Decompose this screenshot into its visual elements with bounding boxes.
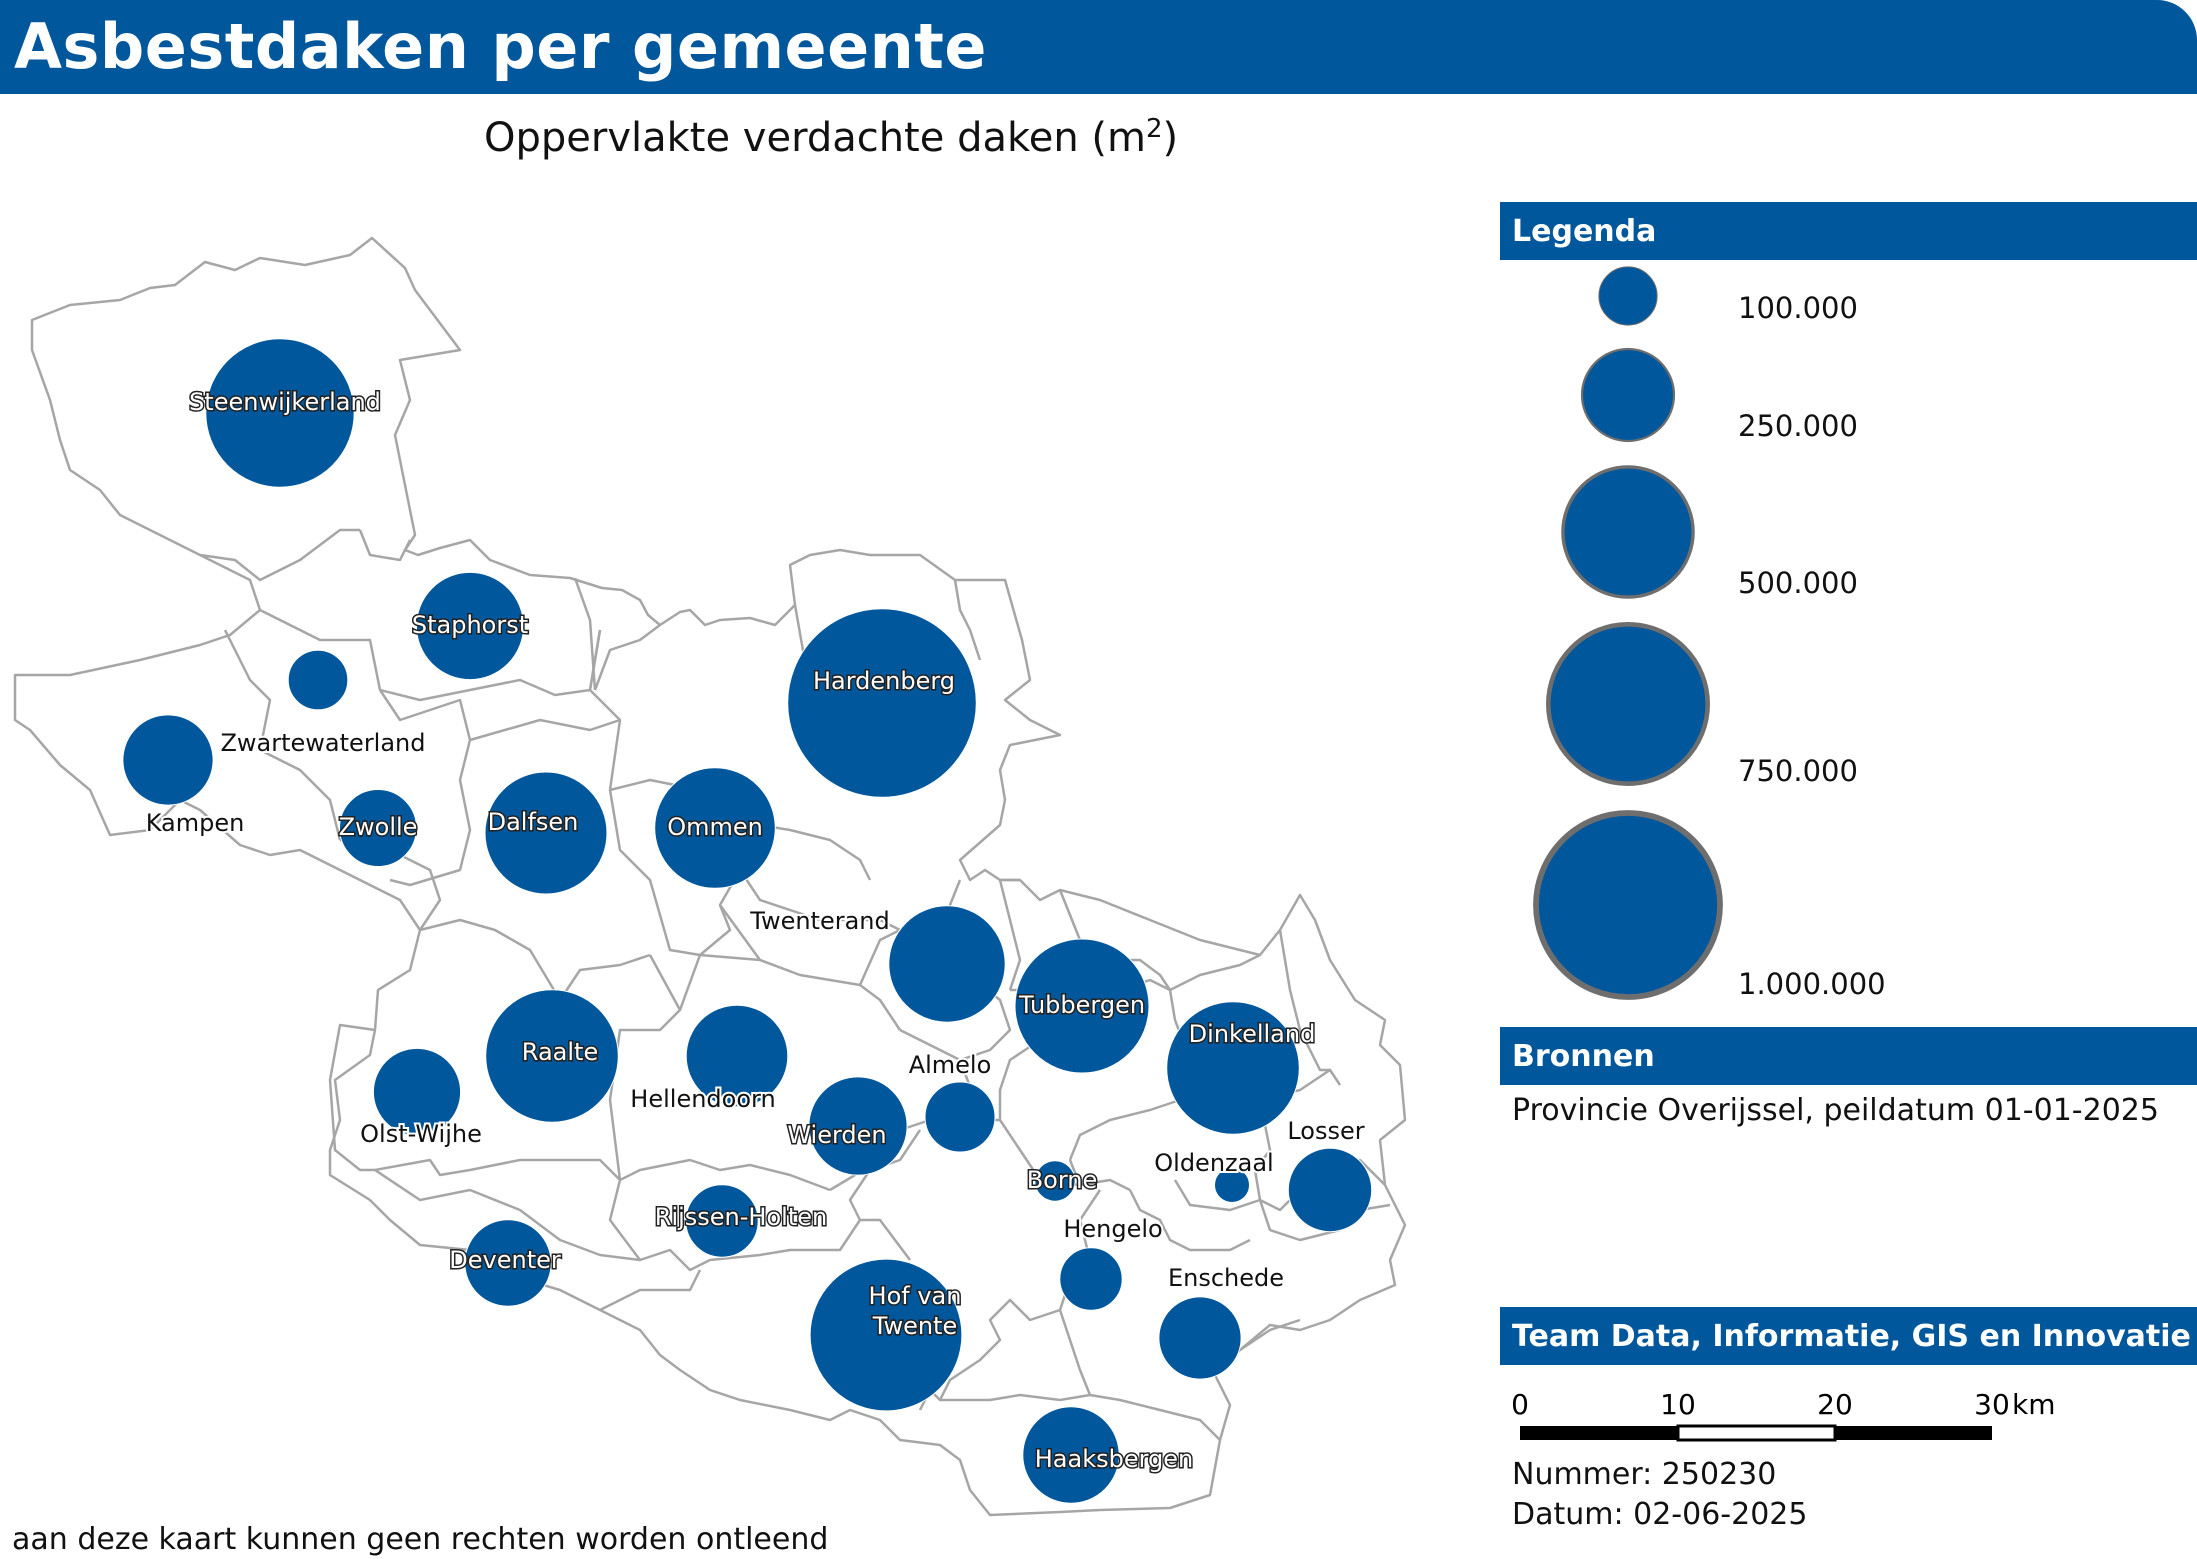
legend-header: Legenda (1500, 202, 2197, 260)
bubble-olst-wijhe (372, 1047, 462, 1137)
label-deventer: Deventer (449, 1246, 561, 1274)
legend-label-3: 750.000 (1738, 754, 1858, 788)
map-date: Datum: 02-06-2025 (1512, 1497, 1808, 1532)
label-staphorst: Staphorst (412, 611, 528, 639)
label-ommen: Ommen (667, 813, 763, 841)
scale-tick-10: 10 (1660, 1388, 1696, 1421)
scale-seg-1 (1520, 1426, 1678, 1440)
label-raalte: Raalte (522, 1038, 598, 1066)
sources-header: Bronnen (1500, 1027, 2197, 1085)
legend-circle-4 (1533, 810, 1723, 1000)
bubble-tubbergen (1014, 938, 1150, 1074)
bubble-raalte (485, 989, 619, 1123)
bubble-dinkelland (1166, 1001, 1300, 1135)
label-wierden: Wierden (787, 1121, 886, 1149)
label-kampen: Kampen (146, 809, 245, 837)
label-dalfsen: Dalfsen (488, 808, 579, 836)
label-enschede: Enschede (1168, 1264, 1284, 1292)
bubble-hof-van-twente (809, 1258, 963, 1412)
bubble-hellendoorn (685, 1004, 789, 1108)
sources-text: Provincie Overijssel, peildatum 01-01-20… (1512, 1093, 2159, 1128)
legend-circle-2 (1561, 465, 1695, 599)
bubble-steenwijkerland (205, 338, 355, 488)
label-hof-van-twente: Hof van Twente (869, 1282, 962, 1340)
bubble-losser (1287, 1147, 1373, 1233)
legend-label-2: 500.000 (1738, 566, 1858, 600)
subtitle-text: Oppervlakte verdachte daken (m (484, 115, 1146, 161)
sources-header-label: Bronnen (1512, 1039, 1655, 1074)
scale-bar: 0 10 20 30 km (1511, 1388, 2056, 1442)
legend-circle-0 (1598, 266, 1658, 326)
label-haaksbergen: Haaksbergen (1035, 1445, 1194, 1473)
scale-unit: km (2012, 1388, 2056, 1421)
team-header-label: Team Data, Informatie, GIS en Innovatie (1512, 1319, 2191, 1354)
bubble-zwartewaterland (287, 649, 349, 711)
label-steenwijkerland: Steenwijkerland (189, 388, 381, 416)
bubble-haaksbergen (1022, 1406, 1120, 1504)
label-zwolle: Zwolle (339, 813, 418, 841)
scale-tick-20: 20 (1817, 1388, 1853, 1421)
legend: 100.000 250.000 500.000 750.000 1.000.000 (1533, 266, 1886, 1001)
disclaimer: aan deze kaart kunnen geen rechten worde… (12, 1522, 829, 1557)
team-header: Team Data, Informatie, GIS en Innovatie (1500, 1307, 2197, 1365)
bubble-staphorst (415, 571, 525, 681)
legend-header-label: Legenda (1512, 214, 1657, 249)
bubble-enschede (1158, 1296, 1242, 1380)
bubbles (122, 338, 1373, 1504)
label-oldenzaal: Oldenzaal (1154, 1149, 1273, 1177)
bubble-twenterand (888, 905, 1006, 1023)
scale-tick-30: 30 (1974, 1388, 2010, 1421)
label-borne: Borne (1027, 1166, 1098, 1194)
legend-label-1: 250.000 (1738, 409, 1858, 443)
label-dinkelland: Dinkelland (1189, 1020, 1316, 1048)
title-bar: Asbestdaken per gemeente (0, 0, 2197, 94)
scale-seg-2 (1676, 1424, 1837, 1442)
legend-label-4: 1.000.000 (1738, 967, 1886, 1001)
bubble-almelo (924, 1081, 996, 1153)
province-map: Steenwijkerland Staphorst Zwartewaterland K… (13, 236, 1407, 1517)
label-losser: Losser (1287, 1117, 1364, 1145)
label-tubbergen: Tubbergen (1018, 991, 1145, 1019)
bubble-hengelo (1059, 1247, 1123, 1311)
map-subtitle: Oppervlakte verdachte daken (m2) (484, 114, 1178, 161)
bubble-rijssen-holten (685, 1184, 759, 1258)
bubble-zwolle (339, 789, 417, 867)
label-hellendoorn: Hellendoorn (630, 1085, 775, 1113)
label-hardenberg: Hardenberg (813, 667, 955, 695)
bubble-wierden (808, 1076, 908, 1176)
labels: Steenwijkerland Staphorst Zwartewaterland K… (144, 387, 1367, 1475)
legend-circle-3 (1546, 621, 1710, 786)
subtitle-sup: 2 (1145, 114, 1163, 144)
subtitle-close: ) (1162, 115, 1179, 161)
label-hengelo: Hengelo (1063, 1215, 1162, 1243)
page-title: Asbestdaken per gemeente (14, 10, 987, 83)
label-zwartewaterland: Zwartewaterland (220, 729, 425, 757)
bubble-hardenberg (787, 608, 977, 798)
scale-tick-0: 0 (1511, 1388, 1529, 1421)
legend-label-0: 100.000 (1738, 291, 1858, 325)
map-number: Nummer: 250230 (1512, 1457, 1777, 1492)
bubble-kampen (122, 714, 214, 806)
bubble-borne (1034, 1160, 1076, 1202)
bubble-deventer (464, 1219, 552, 1307)
legend-circle-1 (1580, 347, 1676, 443)
scale-seg-3 (1835, 1426, 1992, 1440)
label-olst-wijhe: Olst-Wijhe (360, 1120, 482, 1148)
bubble-oldenzaal (1214, 1167, 1250, 1203)
label-rijssen-holten: Rijssen-Holten (655, 1203, 827, 1231)
label-almelo: Almelo (909, 1051, 992, 1079)
label-twenterand: Twenterand (749, 907, 890, 935)
bubble-ommen (654, 767, 776, 889)
bubble-dalfsen (484, 771, 608, 895)
